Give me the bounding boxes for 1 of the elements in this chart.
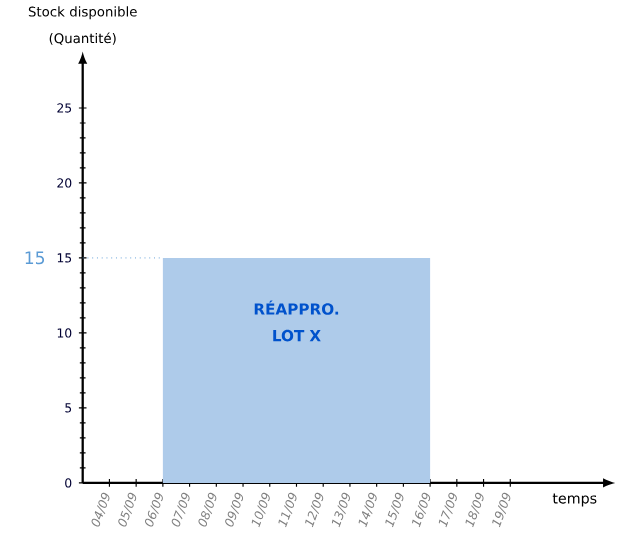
ref-line-label: 15 [25, 251, 45, 265]
